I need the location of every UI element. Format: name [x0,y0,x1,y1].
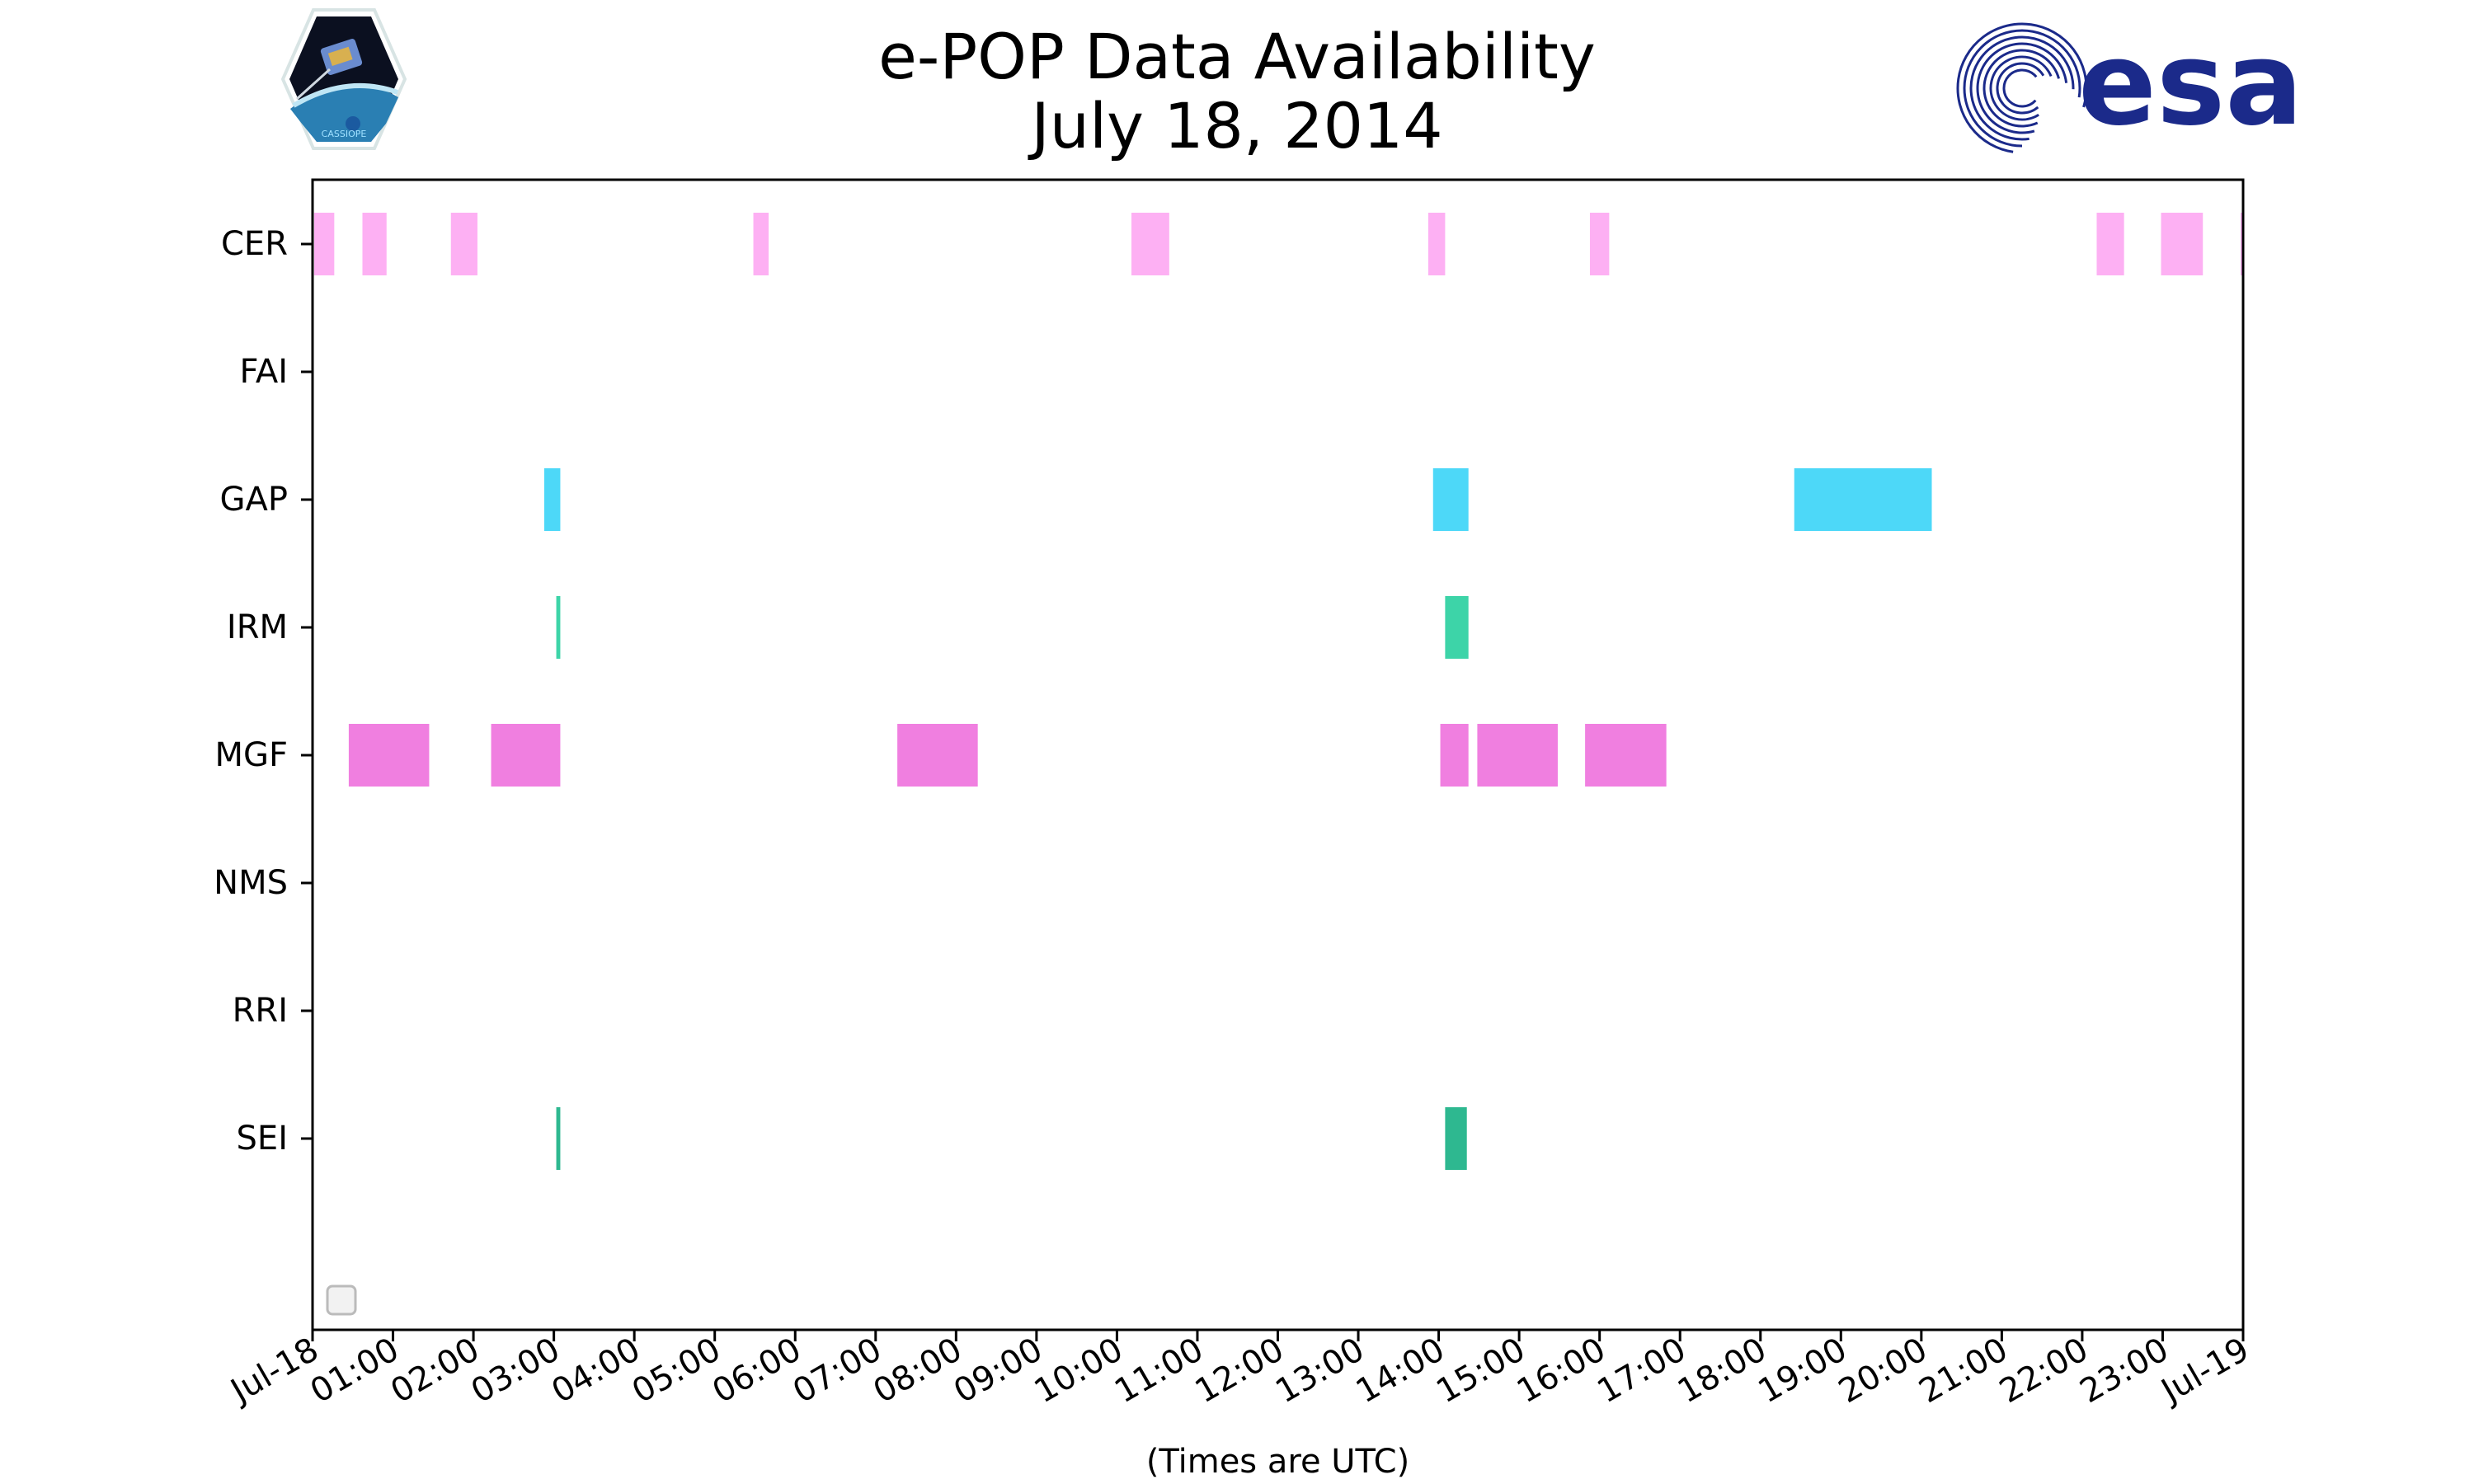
bar-cer-4 [1131,213,1169,275]
bar-mgf-1 [491,724,561,787]
x-tick-label-11: 11:00 [1108,1331,1210,1411]
x-tick-label-1: 01:00 [304,1331,406,1411]
esa-swirl-arc [1969,35,2075,141]
bar-cer-2 [450,213,477,275]
bar-cer-3 [753,213,769,275]
esa-swirl-arc [1989,55,2055,121]
y-tick-label-fai: FAI [240,353,289,391]
bar-cer-8 [2161,213,2204,275]
x-tick-label-2: 02:00 [384,1331,486,1411]
x-tick-label-4: 04:00 [545,1331,647,1411]
x-tick-label-23: 23:00 [2074,1331,2175,1411]
y-tick-label-irm: IRM [227,608,288,646]
bar-gap-1 [1432,468,1469,531]
y-tick-label-mgf: MGF [214,736,288,774]
bar-irm-1 [1445,596,1469,659]
bar-cer-7 [2096,213,2124,275]
esa-logo: esa [1956,17,2303,154]
bar-mgf-0 [348,724,430,787]
x-tick-label-0: Jul-18 [223,1331,325,1411]
x-tick-label-10: 10:00 [1028,1331,1130,1411]
bar-mgf-2 [897,724,978,787]
x-tick-label-13: 13:00 [1269,1331,1371,1411]
x-axis-label: (Times are UTC) [1146,1443,1409,1481]
legend-box [326,1284,357,1316]
x-tick-label-19: 19:00 [1752,1331,1853,1411]
x-tick-label-8: 08:00 [867,1331,968,1411]
x-tick-label-7: 07:00 [787,1331,888,1411]
bar-mgf-4 [1477,724,1558,787]
bar-sei-1 [1445,1107,1467,1170]
plot-frame [311,178,2245,1331]
esa-swirl-arc [1996,62,2048,115]
x-tick-label-18: 18:00 [1672,1331,1773,1411]
x-tick-label-3: 03:00 [465,1331,567,1411]
chart-subtitle: July 18, 2014 [1031,89,1443,162]
x-tick-label-22: 22:00 [1993,1331,2095,1411]
x-tick-label-14: 14:00 [1350,1331,1451,1411]
x-tick-label-6: 06:00 [706,1331,807,1411]
x-tick-label-9: 09:00 [948,1331,1049,1411]
x-tick-label-15: 15:00 [1430,1331,1531,1411]
cassiope-logo-text: CASSIOPE [322,129,367,139]
y-tick-label-rri: RRI [233,992,288,1030]
x-tick-label-5: 05:00 [626,1331,727,1411]
x-tick-label-21: 21:00 [1913,1331,2015,1411]
bar-irm-0 [556,596,561,659]
bar-gap-2 [1794,468,1932,531]
x-tick-label-20: 20:00 [1832,1331,1934,1411]
chart-title: e-POP Data Availability [878,20,1596,93]
plot-area: CER FAI GAP IRM MGF NMS RRI SEI Jul-1801:0002:00… [214,178,2255,1481]
bar-sei-0 [556,1107,561,1170]
y-tick-label-nms: NMS [214,864,288,902]
bar-cer-0 [313,213,335,275]
esa-swirl-arc [1963,29,2081,148]
esa-swirl-arc [1982,49,2062,128]
x-tick-label-12: 12:00 [1189,1331,1291,1411]
y-tick-label-gap: GAP [220,481,288,519]
bar-cer-1 [362,213,387,275]
bar-gap-0 [543,468,561,531]
cassiope-logo: CASSIOPE [280,8,407,150]
x-tick-label-16: 16:00 [1511,1331,1612,1411]
y-tick-label-cer: CER [221,225,288,263]
bar-mgf-3 [1440,724,1469,787]
x-tick-label-24: Jul-19 [2153,1331,2255,1411]
bar-cer-6 [1589,213,1610,275]
x-tick-label-17: 17:00 [1591,1331,1692,1411]
bar-mgf-5 [1585,724,1667,787]
bar-cer-5 [1427,213,1446,275]
y-tick-label-sei: SEI [237,1120,288,1158]
esa-swirl-icon [1956,22,2088,154]
esa-swirl-arc [2002,68,2042,108]
esa-logo-text: esa [2078,17,2303,152]
